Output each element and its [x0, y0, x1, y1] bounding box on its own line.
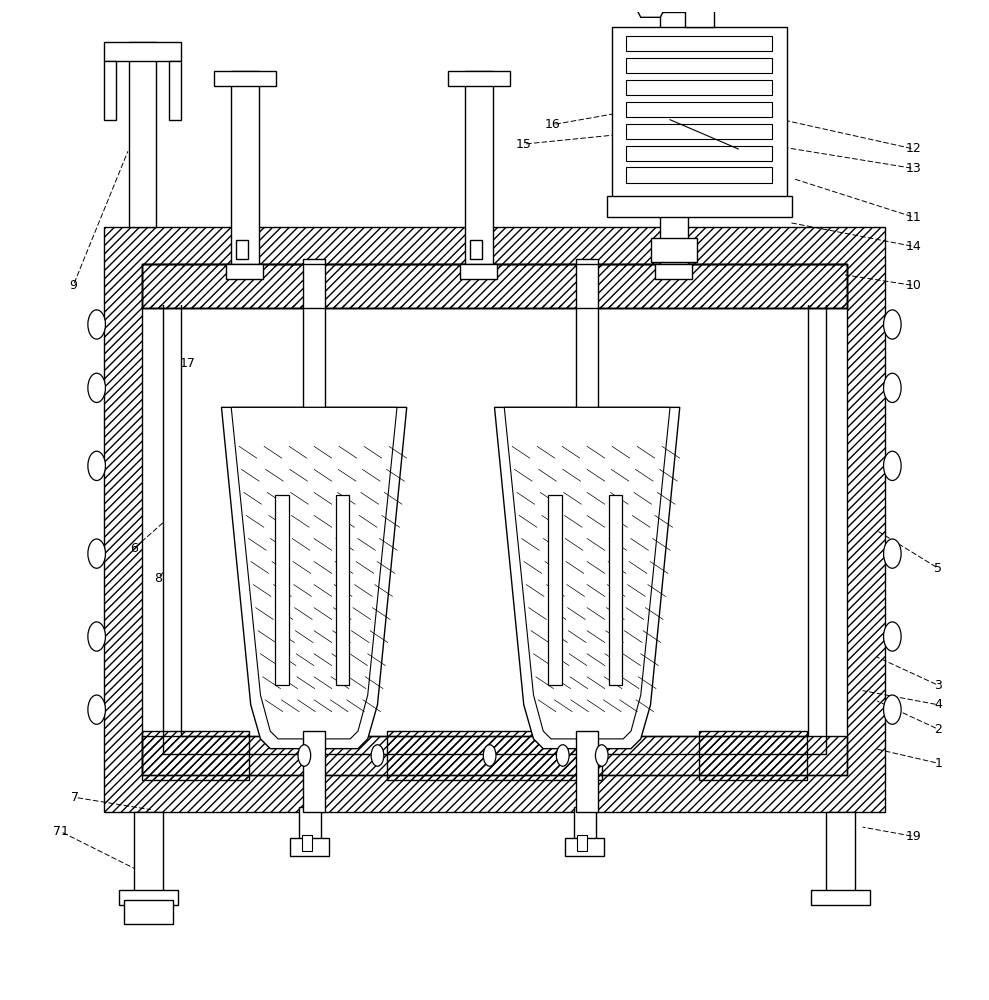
Text: 11: 11	[906, 211, 922, 224]
Bar	[651, 238, 697, 262]
Bar	[666, 240, 676, 259]
Bar	[119, 890, 178, 905]
Text: 4: 4	[935, 698, 943, 711]
Ellipse shape	[595, 745, 608, 766]
Bar	[388, 731, 601, 780]
Polygon shape	[231, 407, 397, 739]
Bar	[699, 731, 807, 780]
Bar	[141, 264, 848, 775]
Ellipse shape	[883, 373, 901, 402]
Text: 7: 7	[71, 791, 79, 804]
Bar	[684, 0, 714, 27]
Text: 14: 14	[906, 240, 922, 253]
Text: 1: 1	[935, 757, 943, 770]
Bar	[626, 36, 772, 51]
Bar	[214, 71, 276, 86]
Ellipse shape	[298, 745, 311, 766]
Ellipse shape	[883, 539, 901, 568]
Bar	[565, 838, 603, 856]
Text: 71: 71	[52, 825, 68, 838]
Polygon shape	[504, 407, 670, 739]
Ellipse shape	[88, 451, 106, 480]
Bar	[124, 900, 173, 924]
Bar	[181, 303, 808, 736]
Text: 17: 17	[179, 357, 195, 370]
Polygon shape	[222, 407, 406, 749]
Bar	[163, 285, 826, 754]
Bar	[300, 807, 320, 841]
Bar	[626, 146, 772, 161]
Bar	[335, 495, 349, 685]
Text: 15: 15	[516, 138, 532, 151]
Bar	[275, 495, 289, 685]
Bar	[606, 196, 792, 217]
Bar	[105, 227, 884, 812]
Polygon shape	[494, 407, 679, 749]
Ellipse shape	[557, 745, 569, 766]
Bar	[141, 264, 848, 308]
Bar	[465, 71, 493, 264]
Bar	[661, 12, 687, 264]
Text: 3: 3	[935, 679, 943, 692]
Text: 9: 9	[69, 279, 77, 292]
Bar	[105, 61, 116, 120]
Text: 10: 10	[906, 279, 922, 292]
Bar	[626, 58, 772, 73]
Bar	[290, 838, 328, 856]
Bar	[304, 731, 324, 812]
Text: 5: 5	[935, 562, 943, 575]
Bar	[626, 124, 772, 139]
Bar	[141, 736, 848, 775]
Ellipse shape	[88, 695, 106, 724]
Text: 19: 19	[906, 830, 922, 843]
Bar	[236, 240, 248, 259]
Ellipse shape	[88, 622, 106, 651]
Polygon shape	[623, 0, 677, 17]
Bar	[656, 264, 692, 279]
Bar	[144, 267, 845, 305]
Bar	[577, 731, 598, 812]
Ellipse shape	[88, 539, 106, 568]
Bar	[303, 835, 313, 851]
Bar	[304, 259, 324, 407]
Ellipse shape	[883, 622, 901, 651]
Bar	[105, 42, 181, 61]
Text: 13: 13	[906, 162, 922, 175]
Ellipse shape	[371, 745, 384, 766]
Ellipse shape	[883, 695, 901, 724]
Bar	[129, 42, 156, 227]
Bar	[608, 495, 622, 685]
Bar	[169, 61, 181, 120]
Bar	[626, 102, 772, 117]
Bar	[141, 264, 848, 308]
Text: 6: 6	[130, 542, 137, 555]
Ellipse shape	[883, 451, 901, 480]
Bar	[611, 27, 787, 198]
Bar	[141, 731, 249, 780]
Ellipse shape	[883, 310, 901, 339]
Text: 2: 2	[935, 723, 943, 736]
Text: 12: 12	[906, 142, 922, 155]
Bar	[577, 259, 598, 407]
Bar	[811, 890, 870, 905]
Bar	[470, 240, 482, 259]
Bar	[626, 167, 772, 183]
Bar	[575, 807, 596, 841]
Text: 8: 8	[154, 572, 162, 585]
Ellipse shape	[484, 745, 495, 766]
Bar	[134, 812, 163, 895]
Bar	[626, 80, 772, 95]
Text: 16: 16	[545, 118, 561, 131]
Bar	[231, 71, 258, 264]
Bar	[448, 71, 510, 86]
Bar	[826, 812, 855, 895]
Bar	[548, 495, 562, 685]
Bar	[226, 264, 263, 279]
Bar	[460, 264, 497, 279]
Ellipse shape	[88, 373, 106, 402]
Bar	[578, 835, 587, 851]
Ellipse shape	[88, 310, 106, 339]
